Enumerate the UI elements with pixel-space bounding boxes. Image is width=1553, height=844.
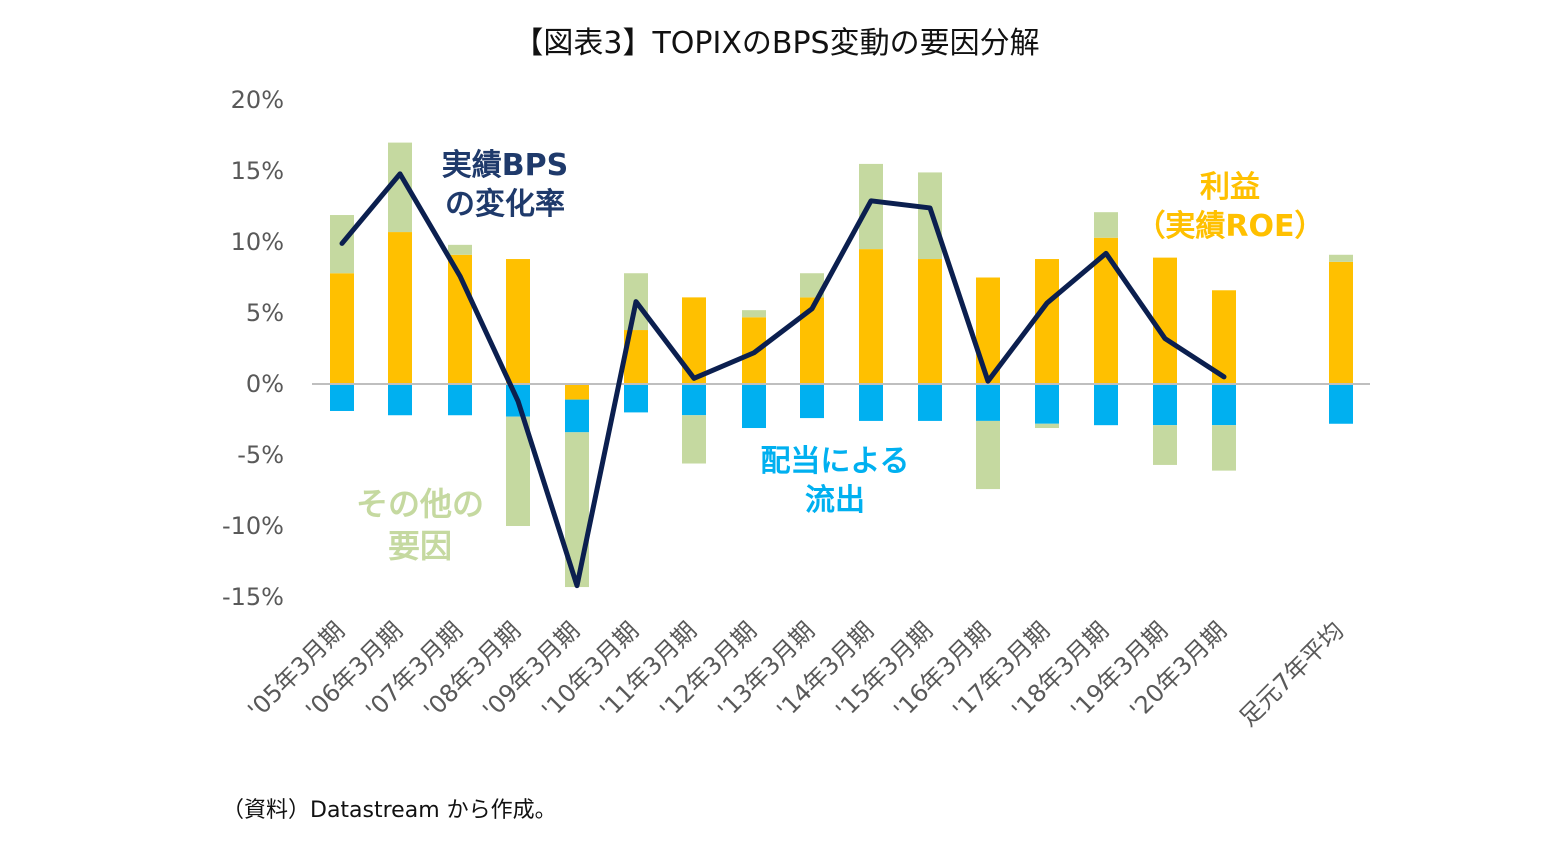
y-tick-label: 20% [231, 86, 284, 114]
bar-segment [976, 384, 1000, 421]
bar-segment [388, 232, 412, 384]
bar-segment [1094, 384, 1118, 426]
bar-segment [918, 384, 942, 421]
bar-segment [1035, 384, 1059, 424]
bar-segment [1153, 384, 1177, 426]
annotation-bps-change: 実績BPS の変化率 [441, 148, 569, 222]
bar-segment [624, 384, 648, 413]
bar-segment [1153, 425, 1177, 465]
annotation-dividend-outflow: 配当による 流出 [760, 444, 910, 518]
bar-segment [1329, 261, 1353, 384]
bar-segment [1035, 423, 1059, 429]
bar-segment [1212, 290, 1236, 384]
annotation-other-factors: その他の 要因 [355, 485, 484, 565]
y-tick-label: -15% [222, 583, 284, 611]
bar-segment [565, 399, 589, 433]
bar-segment [1212, 425, 1236, 471]
bps-change-line [339, 171, 1227, 589]
bar-segment [448, 244, 472, 255]
bar-segment [976, 420, 1000, 490]
bar-segment [682, 384, 706, 416]
bar-segment [859, 384, 883, 421]
bar-segment [1329, 384, 1353, 424]
x-tick-label: 足元7年平均 [1234, 616, 1349, 731]
bar-segment [388, 384, 412, 416]
bar-segment [859, 249, 883, 384]
y-axis: 20% 15% 10% 5% 0% -5% -10% -15% [222, 86, 284, 611]
line-series [339, 171, 1227, 589]
bar-segment [682, 415, 706, 464]
bar-segment [448, 384, 472, 416]
source-note: （資料）Datastream から作成。 [222, 798, 557, 823]
bar-segment [506, 259, 530, 384]
bar-segment [1035, 259, 1059, 384]
bar-segment [976, 277, 1000, 384]
x-axis: '05年3月期'06年3月期'07年3月期'08年3月期'09年3月期'10年3… [242, 616, 1349, 731]
bar-segment [918, 259, 942, 384]
bar-segment [800, 384, 824, 419]
bar-segment [330, 384, 354, 411]
y-tick-label: 15% [231, 157, 284, 185]
y-tick-label: -10% [222, 512, 284, 540]
bar-segment [330, 273, 354, 384]
bar-segment [1094, 212, 1118, 238]
y-tick-label: -5% [237, 441, 284, 469]
bar-segment [565, 384, 589, 400]
bar-segment [742, 310, 766, 318]
bar-segment [1153, 257, 1177, 384]
chart-title: 【図表3】TOPIXのBPS変動の要因分解 [513, 26, 1040, 61]
bar-segment [859, 163, 883, 250]
y-tick-label: 0% [246, 370, 284, 398]
bar-segment [742, 384, 766, 429]
y-tick-label: 5% [246, 299, 284, 327]
annotation-profit: 利益 （実績ROE） [1135, 170, 1325, 244]
y-tick-label: 10% [231, 228, 284, 256]
bar-segment [1212, 384, 1236, 426]
bar-segment [1329, 254, 1353, 262]
bar-segment [506, 416, 530, 526]
bar-series [330, 142, 1353, 588]
